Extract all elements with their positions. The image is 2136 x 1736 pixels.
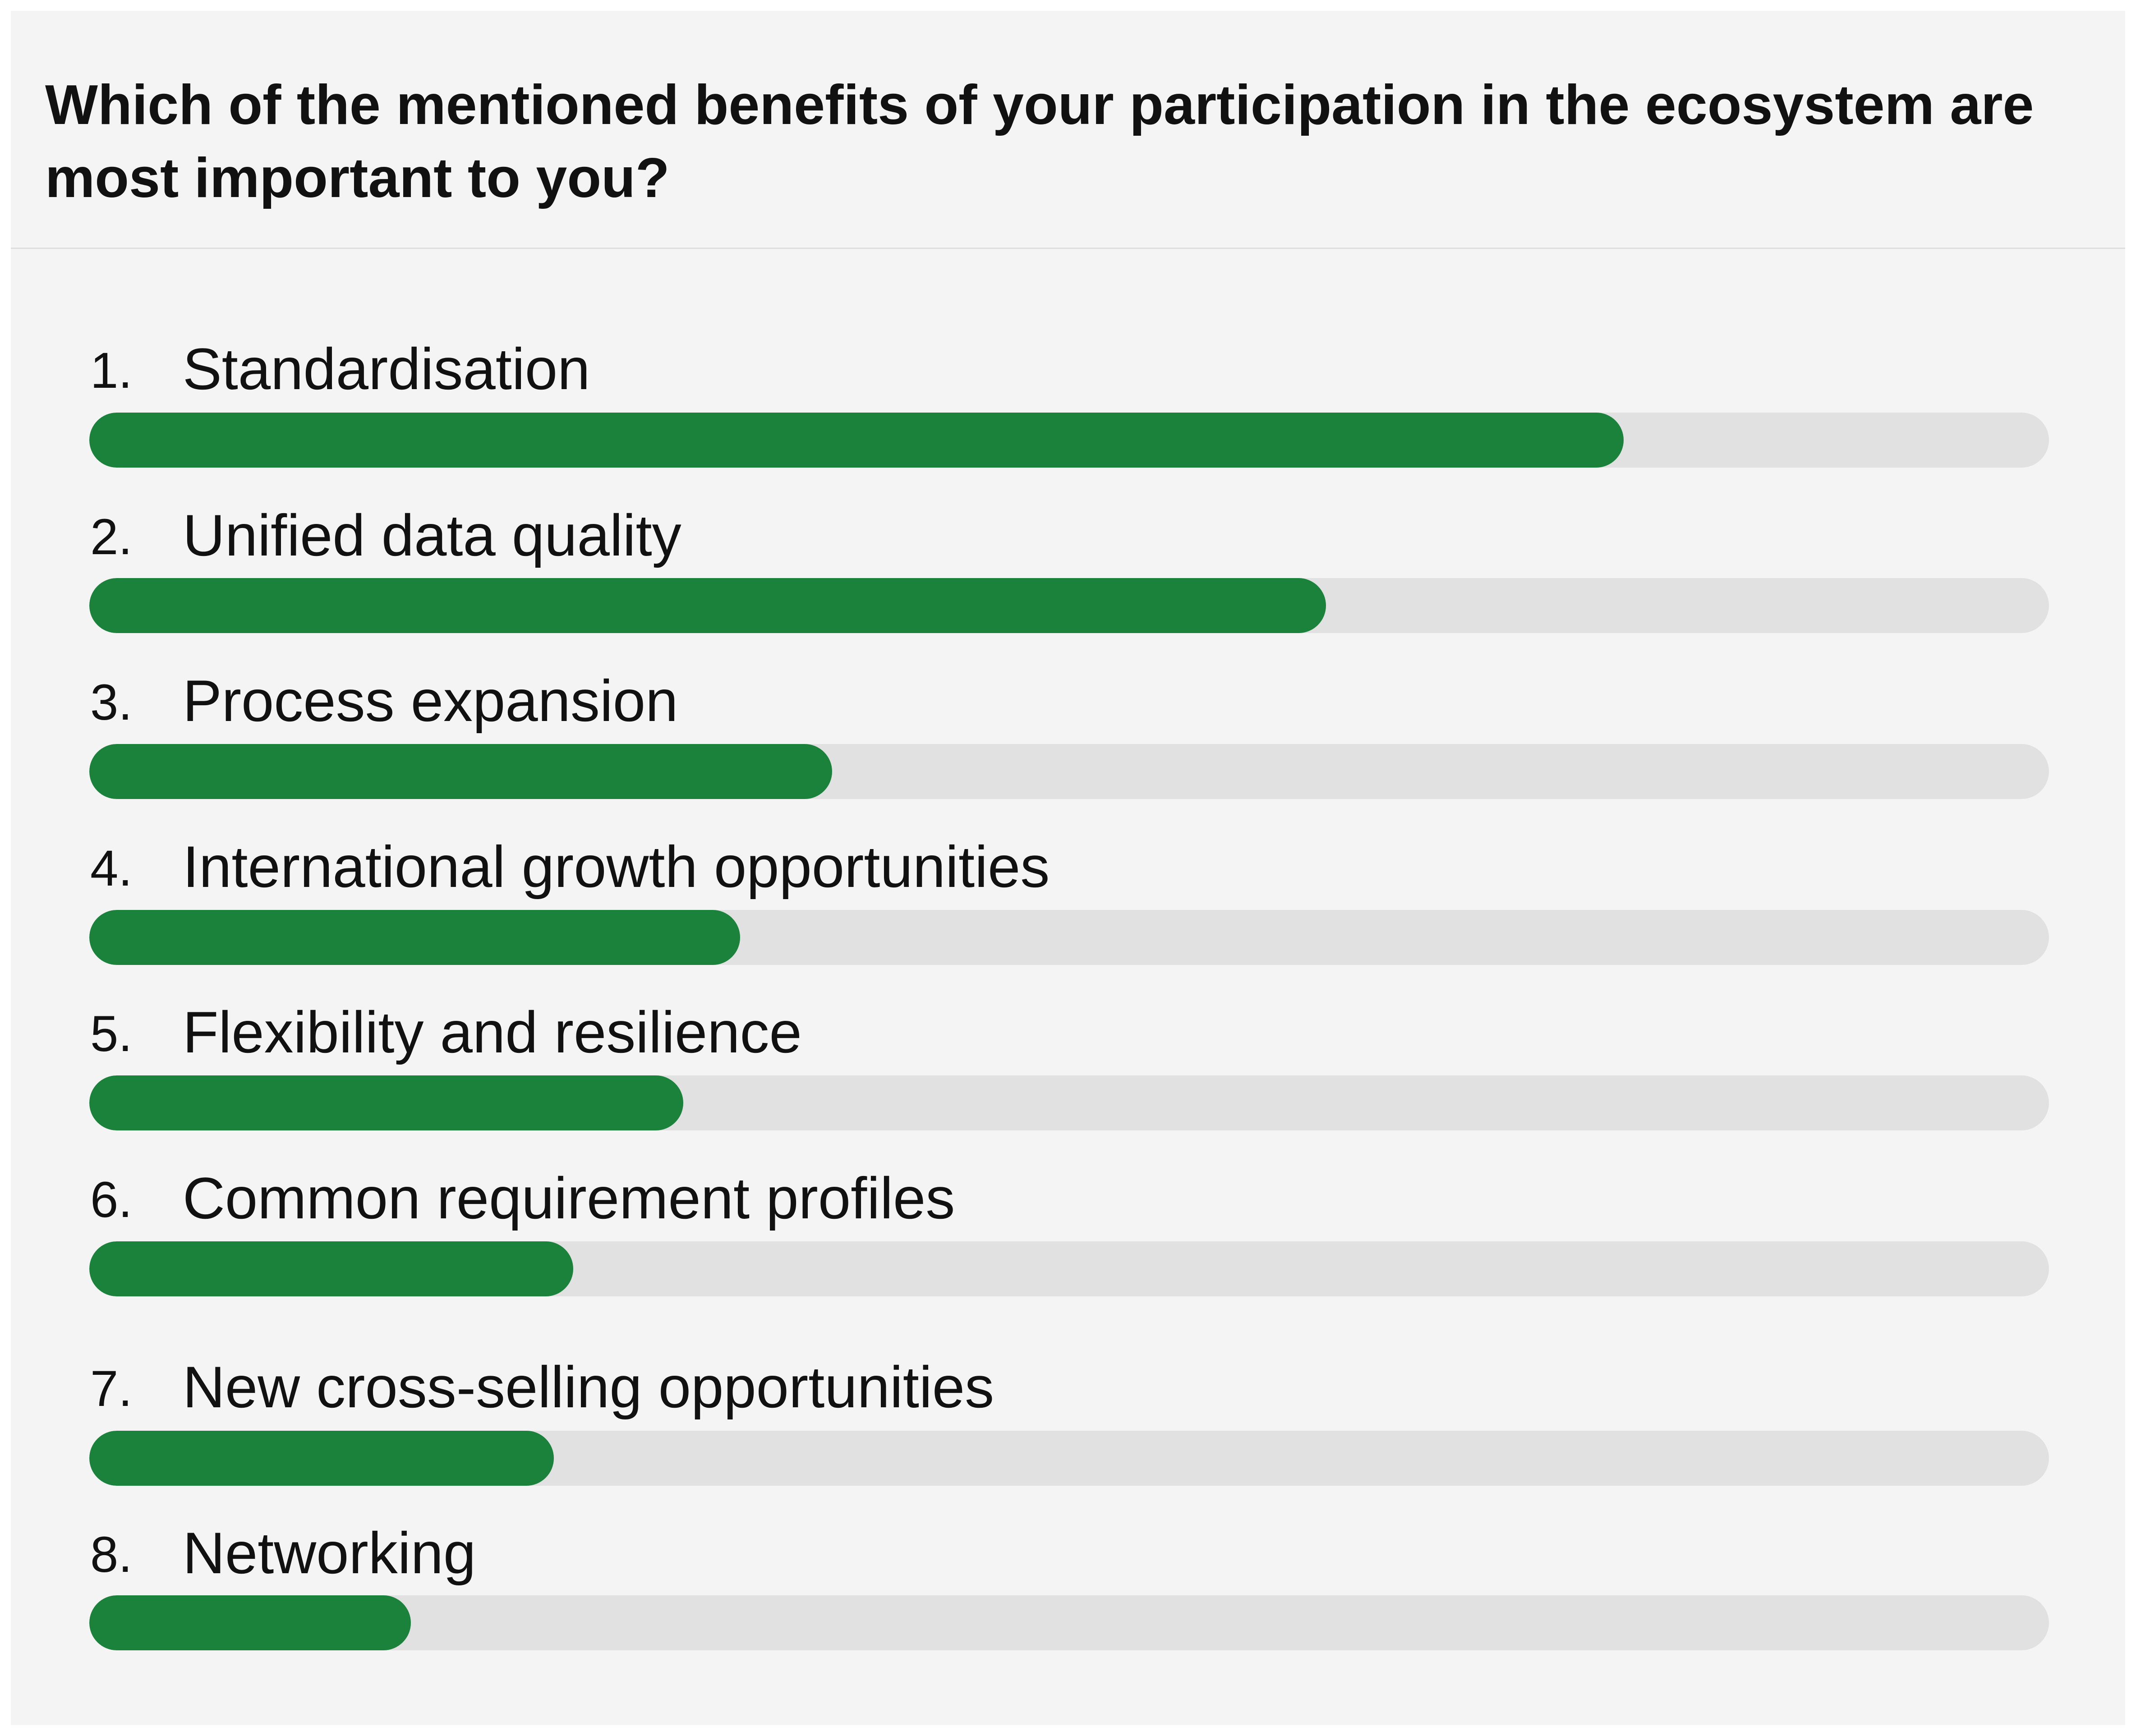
rank-number: 2. <box>90 509 133 565</box>
category-label: Standardisation <box>183 336 590 402</box>
rank-number: 7. <box>90 1360 133 1417</box>
bar-track <box>89 1431 2049 1486</box>
category-label: New cross-selling opportunities <box>183 1354 994 1420</box>
bar-track <box>89 1075 2049 1130</box>
bar-fill <box>89 744 832 799</box>
rank-number: 1. <box>90 342 133 399</box>
bar-track <box>89 1241 2049 1296</box>
rank-number: 3. <box>90 674 133 730</box>
rank-number: 8. <box>90 1526 133 1583</box>
rank-number: 5. <box>90 1006 133 1062</box>
bar-fill <box>89 413 1624 468</box>
bar-fill <box>89 1595 411 1650</box>
bar-fill <box>89 1075 683 1130</box>
category-label: International growth opportunities <box>183 834 1050 900</box>
bar-track <box>89 1595 2049 1650</box>
bar-fill <box>89 1241 573 1296</box>
bar-track <box>89 413 2049 468</box>
question-header: Which of the mentioned benefits of your … <box>11 11 2125 249</box>
rank-number: 4. <box>90 840 133 896</box>
category-label: Process expansion <box>183 668 678 734</box>
category-label: Common requirement profiles <box>183 1165 955 1231</box>
bar-fill <box>89 1431 554 1486</box>
question-title: Which of the mentioned benefits of your … <box>45 74 2034 209</box>
category-label: Unified data quality <box>183 502 681 568</box>
category-label: Flexibility and resilience <box>183 999 802 1065</box>
bar-track <box>89 744 2049 799</box>
bar-track <box>89 910 2049 965</box>
bar-fill <box>89 910 740 965</box>
category-label: Networking <box>183 1520 476 1586</box>
bar-track <box>89 578 2049 633</box>
rank-number: 6. <box>90 1171 133 1228</box>
bar-fill <box>89 578 1326 633</box>
results-card: Which of the mentioned benefits of your … <box>11 11 2125 1725</box>
